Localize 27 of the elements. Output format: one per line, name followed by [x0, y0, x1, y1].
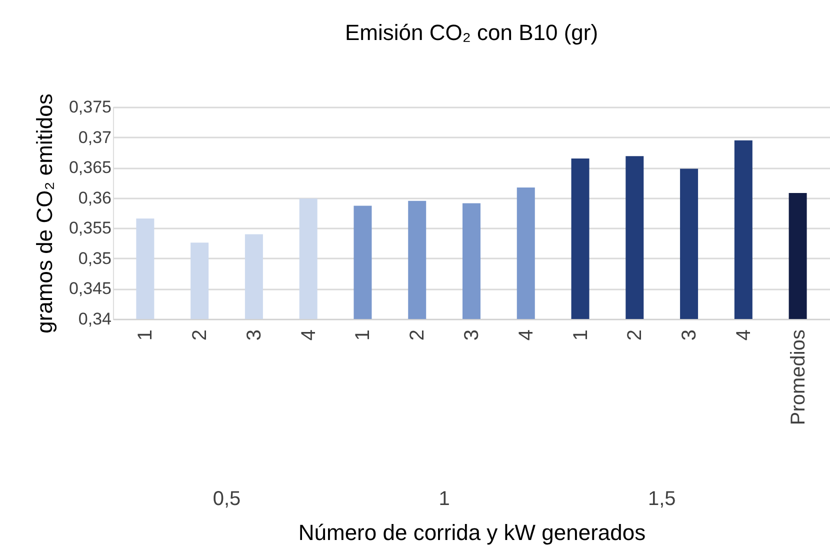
x-tick-label: 1 — [570, 330, 592, 341]
x-tick-label: Promedios — [787, 330, 810, 426]
text: 1 — [438, 488, 450, 510]
text: 0,5 — [212, 488, 241, 510]
y-tick-label: 0,36 — [78, 188, 112, 208]
x-tick-label: 1 — [352, 330, 374, 341]
x-tick-label: 4 — [732, 330, 755, 341]
text: 1,5 — [648, 488, 676, 510]
x-tick-label: 4 — [298, 330, 320, 341]
y-tick-label: 0,375 — [68, 98, 112, 116]
x-tick-label: 3 — [461, 330, 483, 341]
y-tick-label: 0,37 — [78, 128, 112, 147]
x-tick-label: 2 — [406, 330, 429, 341]
y-tick-label: 0,355 — [68, 218, 112, 238]
y-axis-title: gramos de CO₂ emitidos — [32, 94, 57, 334]
x-axis-title: Número de corrida y kW generados — [298, 520, 646, 546]
x-tick-label: 3 — [678, 330, 701, 341]
y-tick-label: 0,35 — [78, 248, 112, 268]
x-tick-label: 2 — [189, 330, 212, 341]
y-tick-label: 0,345 — [68, 279, 112, 298]
chart-title: Emisión CO₂ con B10 (gr) — [344, 20, 598, 46]
y-tick-label: 0,34 — [78, 310, 112, 328]
x-tick-label: 2 — [624, 330, 646, 341]
x-tick-label: 3 — [243, 330, 266, 341]
x-tick-label: 4 — [515, 330, 538, 341]
y-tick-label: 0,365 — [68, 158, 112, 178]
x-tick-label: 1 — [134, 330, 157, 341]
